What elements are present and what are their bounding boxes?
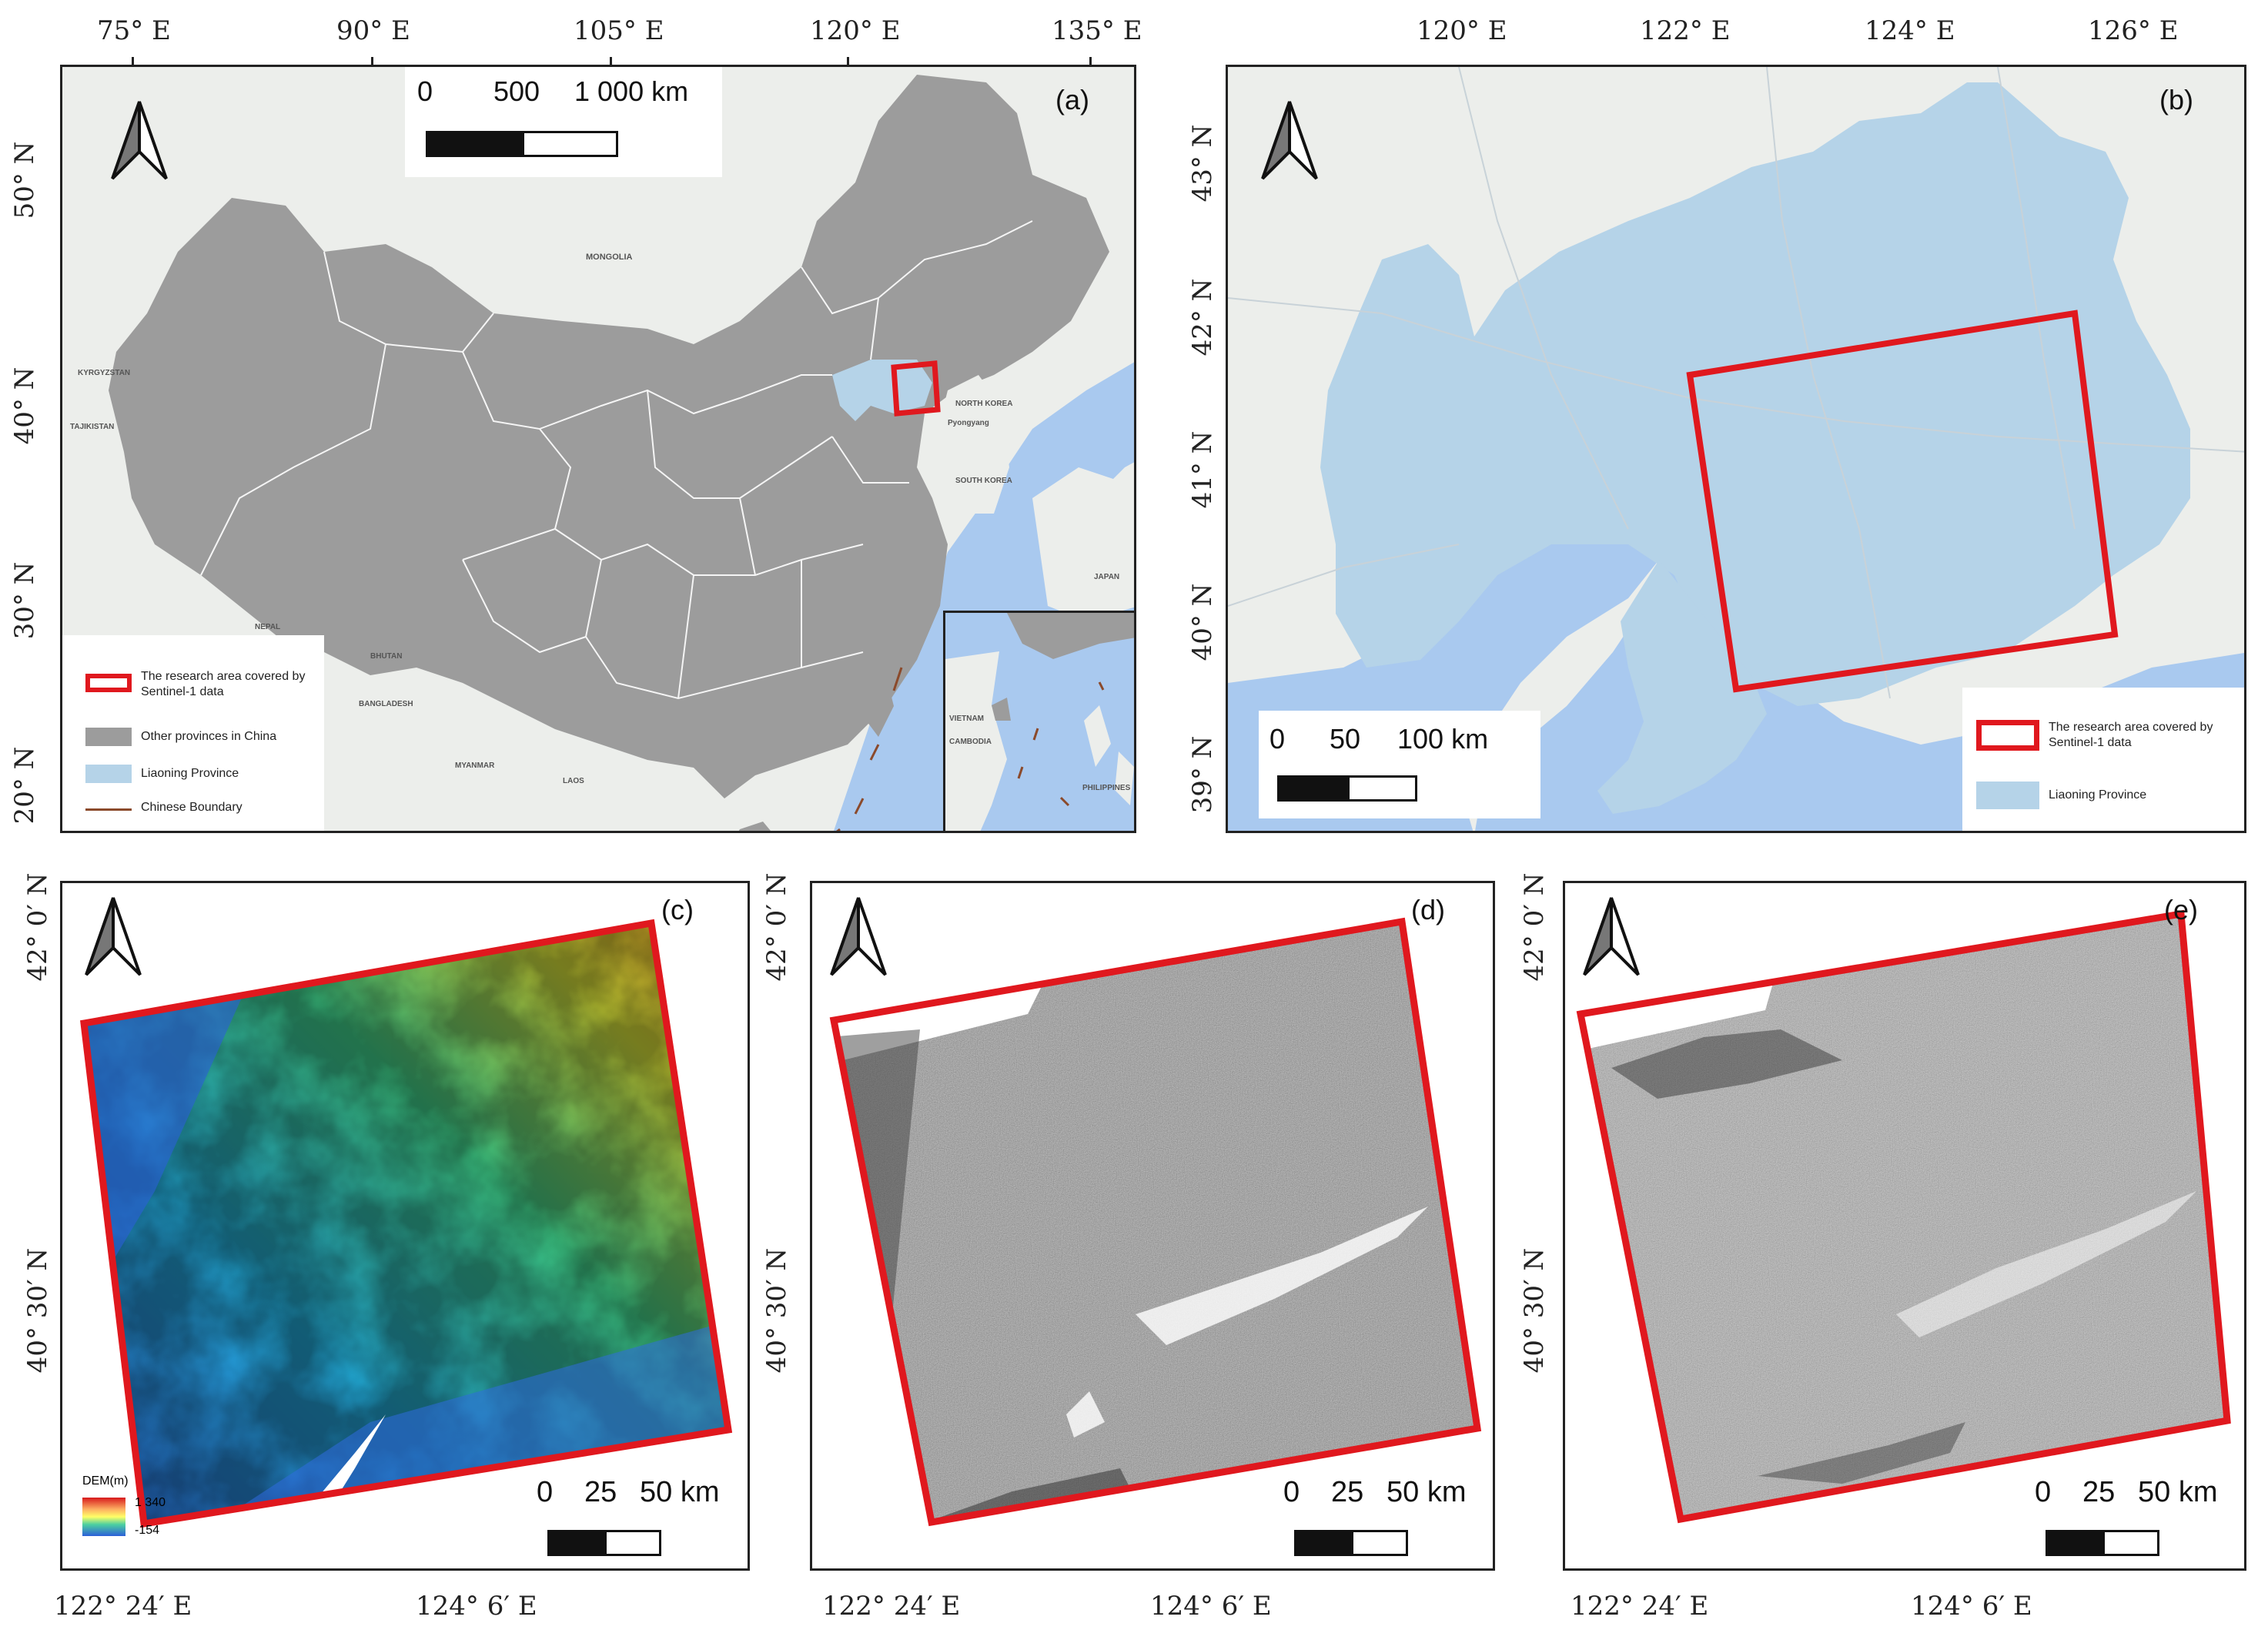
north-arrow-icon: [111, 101, 168, 180]
place-nepal: NEPAL: [255, 623, 280, 631]
lat-tick: 40° 30′ N: [1519, 1247, 1550, 1374]
lon-tick: 120° E: [1417, 15, 1507, 46]
place-japan: JAPAN: [1094, 573, 1119, 581]
place-tajikistan: TAJIKISTAN: [70, 423, 114, 431]
place-philippines: PHILIPPINES: [1082, 784, 1131, 792]
scale-bar-c: 0 25 50 km: [524, 1476, 748, 1568]
lon-tick: 124° 6′ E: [1911, 1591, 2032, 1622]
lat-tick: 42° 0′ N: [761, 872, 792, 982]
lat-tick: 42° N: [1187, 278, 1218, 356]
lon-tick: 122° 24′ E: [1571, 1591, 1709, 1622]
lat-tick: 50° N: [9, 141, 40, 219]
map-frame-c: (c) DEM(m) 1 340 -154 0 25 50 km: [60, 881, 750, 1571]
lat-tick: 39° N: [1187, 735, 1218, 814]
lat-tick: 43° N: [1187, 124, 1218, 202]
sar-image-d: [829, 917, 1482, 1527]
map-frame-d: (d) 0 25 50 km: [810, 881, 1495, 1571]
china-overview-map: MONGOLIA NORTH KOREA SOUTH KOREA KYRGYZS…: [62, 67, 1134, 831]
lat-tick: 40° N: [9, 366, 40, 445]
lat-tick: 40° 30′ N: [761, 1247, 792, 1374]
north-arrow-icon: [1261, 101, 1318, 180]
lat-tick: 30° N: [9, 561, 40, 640]
lat-tick: 40° N: [1187, 583, 1218, 661]
lon-tick: 124° 6′ E: [1150, 1591, 1272, 1622]
lon-tick: 105° E: [574, 15, 664, 46]
lon-tick: 122° 24′ E: [54, 1591, 192, 1622]
lon-tick: 126° E: [2088, 15, 2179, 46]
panel-label-d: (d): [1411, 894, 1445, 925]
lon-tick: 135° E: [1052, 15, 1142, 46]
place-bhutan: BHUTAN: [370, 652, 402, 661]
scale-bar-d: 0 25 50 km: [1271, 1476, 1493, 1568]
scale-bar-a: 0 500 1 000 km: [405, 67, 722, 177]
sar-image-e: [1576, 909, 2231, 1524]
scale-bar-e: 0 25 50 km: [2022, 1476, 2244, 1568]
lat-tick: 40° 30′ N: [22, 1247, 53, 1374]
dem-legend: DEM(m) 1 340 -154: [82, 1474, 166, 1537]
lon-tick: 124° 6′ E: [416, 1591, 537, 1622]
place-mongolia: MONGOLIA: [586, 253, 633, 262]
legend-b: The research area covered by Sentinel-1 …: [1962, 688, 2244, 831]
map-frame-e: (e) 0 25 50 km: [1563, 881, 2246, 1571]
panel-label-a: (a): [1055, 84, 1089, 115]
lon-tick: 75° E: [97, 15, 171, 46]
legend-a: The research area covered by Sentinel-1 …: [62, 635, 324, 831]
lat-tick: 42° 0′ N: [1519, 872, 1550, 982]
north-arrow-icon: [830, 897, 887, 976]
place-bangladesh: BANGLADESH: [359, 700, 413, 708]
north-arrow-icon: [1583, 897, 1640, 976]
panel-label-c: (c): [661, 894, 694, 925]
panel-label-b: (b): [2159, 84, 2193, 115]
lon-tick: 124° E: [1865, 15, 1955, 46]
north-arrow-icon: [85, 897, 142, 976]
place-kyrgyzstan: KYRGYZSTAN: [78, 369, 130, 377]
map-frame-a: MONGOLIA NORTH KOREA SOUTH KOREA KYRGYZS…: [60, 65, 1136, 833]
lon-tick: 90° E: [336, 15, 410, 46]
place-cambodia: CAMBODIA: [949, 738, 992, 746]
place-south-korea: SOUTH KOREA: [955, 477, 1012, 485]
map-frame-b: (b) 0 50 100 km The research area covere…: [1226, 65, 2246, 833]
lat-tick: 20° N: [9, 746, 40, 825]
dem-map: [80, 919, 733, 1528]
lat-tick: 42° 0′ N: [22, 872, 53, 982]
lon-tick: 122° 24′ E: [822, 1591, 961, 1622]
place-north-korea: NORTH KOREA: [955, 400, 1012, 408]
panel-label-e: (e): [2164, 894, 2198, 925]
inset-south-china-sea: VIETNAM CAMBODIA PHILIPPINES: [943, 611, 1134, 831]
place-laos: LAOS: [563, 777, 584, 785]
place-pyongyang: Pyongyang: [948, 419, 989, 427]
lon-tick: 122° E: [1640, 15, 1731, 46]
lat-tick: 41° N: [1187, 430, 1218, 509]
lon-tick: 120° E: [810, 15, 901, 46]
place-myanmar: MYANMAR: [455, 761, 495, 770]
scale-bar-b: 0 50 100 km: [1259, 711, 1540, 818]
place-vietnam: VIETNAM: [949, 715, 984, 723]
